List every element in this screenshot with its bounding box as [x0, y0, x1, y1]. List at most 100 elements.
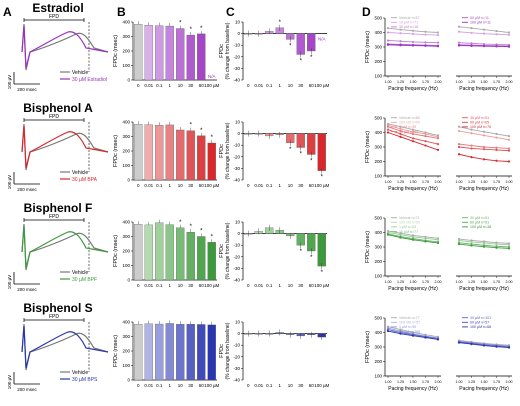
b-y-tick-label: 400 — [122, 20, 130, 25]
b-bar — [155, 25, 164, 81]
d-y-tick-label: 100 — [374, 74, 382, 79]
b-bar — [134, 124, 143, 181]
c-y-tick-label: -20 — [233, 254, 240, 259]
fpd-label: FPD — [49, 114, 59, 120]
d-point — [386, 43, 390, 46]
d-point — [495, 29, 498, 33]
c-y-tick-label: 10 — [235, 20, 241, 25]
b-bar — [144, 224, 153, 281]
c-y-tick-label: -40 — [233, 178, 240, 183]
d-legend-entry: 100 µM n=68 — [470, 325, 491, 329]
d-point — [436, 338, 440, 341]
d-point — [411, 32, 415, 36]
b-x-tick-label: 1 — [168, 383, 171, 388]
c-na-label: N/A — [318, 37, 326, 42]
b-bar — [186, 231, 195, 281]
b-bar — [197, 135, 206, 181]
b-bar — [186, 34, 195, 81]
d-point — [507, 138, 511, 141]
c-x-tick-label: 30 — [298, 283, 304, 288]
legend-treated: 30 µM BPS — [72, 377, 98, 383]
d-point — [495, 159, 498, 162]
b-y-tick-label: 200 — [122, 149, 130, 154]
d-point — [399, 125, 402, 128]
b-x-tick-label: 1 — [168, 283, 171, 288]
b-significance: * — [211, 234, 214, 240]
c-x-tick-label: 1 — [278, 83, 281, 88]
d-point — [411, 137, 415, 140]
c-y-tick-label: -20 — [233, 54, 240, 59]
d-point — [436, 31, 440, 34]
b-x-tick-label: 60 — [199, 283, 205, 288]
d-point — [470, 42, 473, 45]
c-x-tick-label: 100 µM — [314, 83, 329, 88]
c-y-label: FPDc — [219, 344, 225, 358]
d-point — [386, 39, 390, 42]
b-y-label: FPDc (msec) — [113, 235, 119, 267]
fpd-label: FPD — [49, 314, 59, 320]
d-x-tick-label: 1.75 — [493, 180, 500, 184]
b-bar — [186, 324, 195, 381]
d-point — [495, 243, 498, 246]
d-point — [424, 140, 427, 143]
b-y-label: FPDc (msec) — [113, 335, 119, 367]
b-x-tick-label: 30 — [188, 183, 194, 188]
d-y-tick-label: 300 — [374, 45, 382, 50]
c-y-tick-label: 0 — [237, 31, 240, 36]
legend-treated: 30 µM BPF — [72, 277, 97, 283]
b-bar — [155, 222, 164, 281]
d-y-tick-label: 100 — [374, 374, 382, 379]
b-y-tick-label: 200 — [122, 349, 130, 354]
d-point — [482, 130, 486, 133]
trace-treated — [21, 125, 109, 169]
d-x-tick-label: 1.00 — [456, 380, 463, 384]
legend-treated: 30 µM Estradiol — [72, 77, 107, 83]
d-point — [411, 238, 415, 241]
b-x-tick-label: 0 — [137, 383, 140, 388]
b-bar — [207, 242, 216, 281]
b-y-tick-label: 0 — [127, 378, 130, 383]
trace-vehicle — [21, 23, 109, 71]
legend-vehicle: Vehicle — [72, 270, 88, 276]
d-point — [507, 45, 511, 48]
d-point — [495, 33, 498, 36]
b-y-tick-label: 100 — [122, 63, 130, 68]
c-x-tick-label: 100 µM — [314, 283, 329, 288]
b-y-tick-label: 300 — [122, 34, 130, 39]
d-point — [436, 143, 440, 146]
d-x-tick-label: 1.00 — [456, 80, 463, 84]
d-x-tick-label: 1.50 — [410, 280, 417, 284]
b-na-label: N/A — [208, 74, 216, 79]
scale-x-label: 200 msec — [17, 287, 37, 292]
d-x-tick-label: 1.75 — [493, 280, 500, 284]
d-x-label: Pacing frequency (Hz) — [459, 286, 509, 292]
d-y-tick-label: 100 — [374, 174, 382, 179]
d-legend-entry: 100 nM n=57 — [399, 321, 420, 325]
trace-vehicle — [21, 323, 109, 371]
d-point — [457, 143, 461, 146]
d-x-tick-label: 1.50 — [481, 180, 488, 184]
d-point — [482, 344, 486, 347]
d-point — [399, 135, 402, 138]
d-point — [399, 127, 402, 130]
d-point — [482, 145, 486, 149]
d-x-tick-label: 2.00 — [506, 180, 513, 184]
d-legend-entry: 30 µM n=101 — [470, 316, 491, 320]
b-y-tick-label: 400 — [122, 120, 130, 125]
b-y-label: FPDc (msec) — [113, 135, 119, 167]
d-point — [424, 30, 427, 33]
d-point — [470, 27, 473, 30]
d-x-tick-label: 1.25 — [397, 280, 404, 284]
b-bar — [134, 324, 143, 381]
panel-label-B: B — [117, 5, 126, 19]
c-y-tick-label: -40 — [233, 378, 240, 383]
d-x-label: Pacing frequency (Hz) — [388, 186, 438, 192]
d-point — [424, 41, 427, 44]
c-x-tick-label: 0.1 — [266, 183, 273, 188]
d-point — [495, 132, 498, 136]
c-x-tick-label: 10 — [288, 83, 294, 88]
d-point — [411, 44, 415, 47]
b-significance: * — [211, 135, 214, 141]
d-x-tick-label: 1.25 — [397, 180, 404, 184]
d-y-tick-label: 200 — [374, 359, 382, 364]
